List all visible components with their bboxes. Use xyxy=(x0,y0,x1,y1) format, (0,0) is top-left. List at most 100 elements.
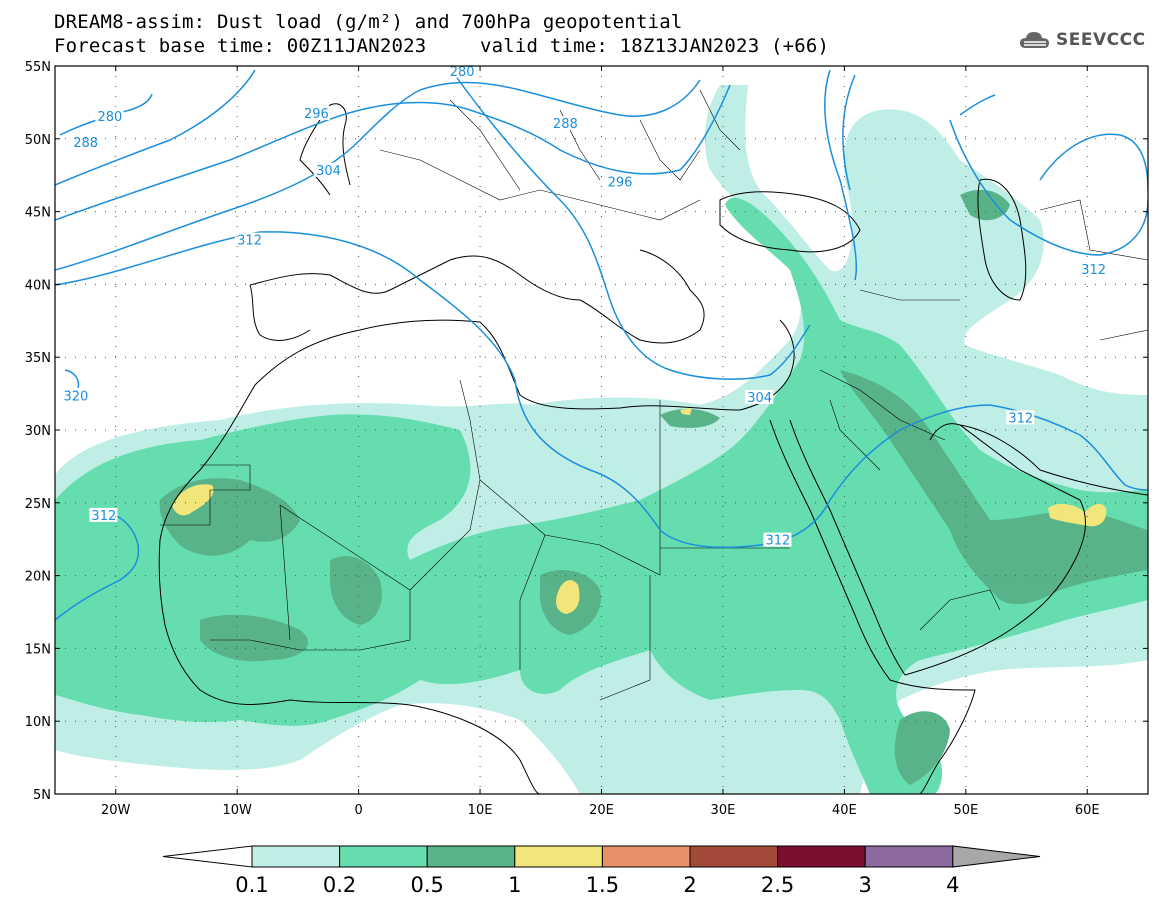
lat-label: 25N xyxy=(25,497,51,512)
contour-312-europe xyxy=(55,231,991,549)
contour-label: 288 xyxy=(73,136,98,151)
dust-load-layer xyxy=(55,85,1148,794)
coastline-europe xyxy=(249,249,705,344)
colorbar-label: 2.5 xyxy=(761,873,794,897)
contour-label: 288 xyxy=(553,117,578,132)
lat-label: 45N xyxy=(25,206,51,221)
contour-280-west xyxy=(59,93,153,136)
contour-label: 312 xyxy=(91,509,116,524)
geopotential-contours xyxy=(55,69,1148,621)
lon-label: 10E xyxy=(468,803,493,818)
contour-304-north xyxy=(824,69,858,281)
dust-area-yellow-3 xyxy=(1048,503,1107,527)
lat-label: 10N xyxy=(25,715,51,730)
contour-label-bg xyxy=(1079,261,1108,276)
border-13 xyxy=(1099,329,1148,341)
contour-label: 304 xyxy=(747,391,772,406)
contour-296 xyxy=(55,84,731,221)
contour-label: 296 xyxy=(304,107,329,122)
colorbar-box xyxy=(339,845,428,868)
border-3 xyxy=(279,504,291,641)
dust-area-dark-3 xyxy=(200,614,309,662)
axis-labels: 55N 50N 45N 40N 35N 30N 25N 20N 15N 10N 5N 20W 10W 0 1… xyxy=(25,60,1148,818)
contour-label-bg xyxy=(89,507,118,522)
coastline-arabia xyxy=(904,423,1086,676)
dust-area-yellow-1 xyxy=(172,484,214,516)
dust-area-dark-2 xyxy=(330,556,382,625)
colorbar-box xyxy=(777,845,866,868)
border-14 xyxy=(379,149,701,221)
colorbar-box xyxy=(864,845,954,868)
seevccc-logo: SEEVCCC xyxy=(1018,26,1146,54)
forecast-time-line: Forecast base time: 00Z11JAN2023 valid ti… xyxy=(54,35,829,57)
border-12 xyxy=(1039,199,1148,261)
contour-296-ne xyxy=(959,94,996,116)
lon-label: 40E xyxy=(832,803,857,818)
contour-label-bg xyxy=(605,174,634,189)
border-8 xyxy=(599,575,651,701)
border-19 xyxy=(859,289,960,301)
forecast-base-time: Forecast base time: 00Z11JAN2023 xyxy=(54,35,427,57)
coastline-iran xyxy=(959,424,1148,496)
dust-area-yellow-2 xyxy=(556,580,580,614)
contour-label-bg xyxy=(550,116,579,131)
contour-312-caspian xyxy=(949,119,1148,256)
map-title: DREAM8-assim: Dust load (g/m²) and 700hP… xyxy=(54,11,683,33)
coastline-horn-africa xyxy=(889,679,976,794)
contour-label: 312 xyxy=(1008,411,1033,426)
lon-label: 20W xyxy=(101,803,131,818)
colorbar-box xyxy=(514,845,603,868)
colorbar-label: 0.5 xyxy=(410,873,443,897)
contour-label: 312 xyxy=(237,234,262,249)
colorbar-label: 0.2 xyxy=(323,873,356,897)
border-17 xyxy=(639,119,701,181)
coastline-red-sea xyxy=(769,419,891,681)
lon-label: 30E xyxy=(711,803,736,818)
border-9 xyxy=(819,369,946,441)
lat-label: 5N xyxy=(33,788,51,803)
contour-label-bg xyxy=(61,388,90,403)
colorbar-box xyxy=(601,845,691,868)
colorbar-label: 4 xyxy=(946,873,959,897)
lon-label: 60E xyxy=(1075,803,1100,818)
contour-304-ne xyxy=(842,74,856,191)
dust-area-yellow-4 xyxy=(680,408,692,415)
lon-label: 50E xyxy=(953,803,978,818)
contour-label: 280 xyxy=(450,65,475,80)
contour-label: 304 xyxy=(316,164,341,179)
colorbar-label: 1.5 xyxy=(586,873,619,897)
contour-320 xyxy=(64,369,80,389)
contour-label-bg xyxy=(745,389,774,404)
lat-label: 20N xyxy=(25,570,51,585)
dust-area-dark-7 xyxy=(894,711,950,785)
contour-label-bg xyxy=(95,108,124,123)
lon-label: 0 xyxy=(354,803,362,818)
colorbar-box xyxy=(251,845,341,868)
contour-label-bg xyxy=(71,135,100,150)
dust-area-dark-8 xyxy=(960,189,1010,221)
contour-label: 312 xyxy=(765,534,790,549)
coastline-caspian xyxy=(977,178,1027,301)
contour-312-westafrica xyxy=(55,514,140,621)
lat-label: 55N xyxy=(25,60,51,75)
colorbar-label: 0.1 xyxy=(235,873,268,897)
lat-label: 15N xyxy=(25,642,51,657)
contour-312-north xyxy=(1039,133,1148,191)
dust-area-dark-6 xyxy=(660,408,720,428)
lon-label: 10W xyxy=(222,803,252,818)
contour-288-west xyxy=(55,69,256,186)
coastlines xyxy=(158,103,1148,794)
colorbar-label: 1 xyxy=(508,873,521,897)
contour-label-bg xyxy=(301,106,330,121)
contour-label-bg xyxy=(314,162,343,177)
contour-label: 296 xyxy=(608,175,633,190)
valid-time: valid time: 18Z13JAN2023 (+66) xyxy=(480,35,830,57)
contour-304 xyxy=(55,79,701,271)
border-15 xyxy=(449,99,521,191)
contour-304-med xyxy=(454,74,811,380)
border-1 xyxy=(160,464,251,526)
lat-label: 30N xyxy=(25,424,51,439)
